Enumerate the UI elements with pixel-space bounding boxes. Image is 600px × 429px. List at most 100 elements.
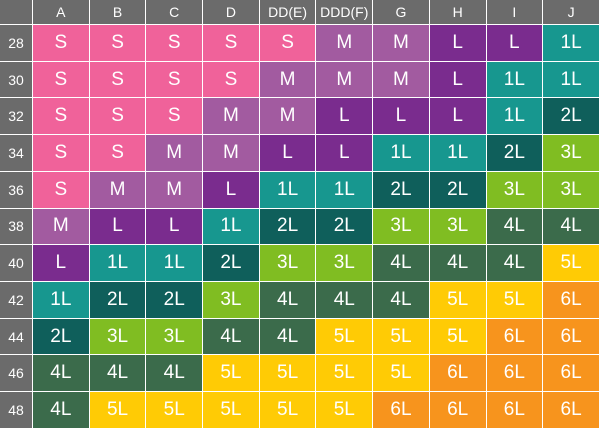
size-cell: S [32, 170, 90, 209]
size-cell: M [315, 60, 374, 99]
table-row: 28 S S S S S M M L L 1L [0, 24, 600, 62]
column-header: A [32, 0, 90, 25]
row-label: 42 [0, 281, 33, 319]
size-cell: M [372, 24, 430, 62]
size-cell: S [202, 24, 260, 62]
size-cell: 5L [542, 244, 600, 283]
size-cell: M [32, 207, 90, 246]
size-cell: 2L [428, 170, 487, 209]
size-cell: 3L [485, 170, 544, 209]
size-cell: S [145, 97, 204, 136]
size-cell: 3L [202, 281, 260, 319]
size-cell: M [145, 134, 204, 172]
size-cell: M [315, 24, 374, 62]
size-cell: 3L [315, 244, 374, 283]
row-label: 34 [0, 134, 33, 172]
size-cell: L [202, 170, 260, 209]
table-row: 36 S M M L 1L 1L 2L 2L 3L 3L [0, 170, 600, 209]
size-cell: L [315, 134, 374, 172]
size-cell: 4L [258, 317, 317, 356]
size-cell: 2L [372, 170, 430, 209]
size-cell: 1L [88, 244, 147, 283]
size-cell: S [32, 134, 90, 172]
size-cell: 6L [485, 391, 544, 429]
size-cell: 2L [315, 207, 374, 246]
size-cell: 5L [372, 317, 430, 356]
size-cell: 3L [372, 207, 430, 246]
size-cell: 6L [542, 317, 600, 356]
size-cell: S [32, 97, 90, 136]
table-row: 34 S S M M L L 1L 1L 2L 3L [0, 134, 600, 172]
table-row: 38 M L L 1L 2L 2L 3L 3L 4L 4L [0, 207, 600, 246]
size-cell: S [88, 97, 147, 136]
column-header: DD(E) [258, 0, 317, 25]
size-cell: 6L [372, 391, 430, 429]
size-cell: L [428, 60, 487, 99]
column-header: J [542, 0, 600, 25]
row-label: 40 [0, 244, 33, 283]
corner-cell [0, 0, 33, 25]
size-cell: S [88, 24, 147, 62]
header-row: A B C D DD(E) DDD(F) G H I J [0, 0, 600, 25]
size-cell: 1L [428, 134, 487, 172]
size-cell: L [258, 134, 317, 172]
size-cell: S [88, 134, 147, 172]
size-cell: L [428, 97, 487, 136]
size-cell: 6L [542, 281, 600, 319]
size-cell: S [258, 24, 317, 62]
size-cell: 5L [315, 354, 374, 393]
size-cell: 5L [372, 354, 430, 393]
size-cell: 5L [88, 391, 147, 429]
size-cell: 5L [485, 281, 544, 319]
size-cell: M [145, 170, 204, 209]
size-cell: L [315, 97, 374, 136]
table-row: 46 4L 4L 4L 5L 5L 5L 5L 6L 6L 6L [0, 354, 600, 393]
size-cell: 1L [542, 24, 600, 62]
size-cell: 2L [258, 207, 317, 246]
size-cell: M [258, 60, 317, 99]
size-cell: 4L [542, 207, 600, 246]
size-cell: 2L [32, 317, 90, 356]
size-cell: 4L [372, 244, 430, 283]
size-cell: 6L [485, 354, 544, 393]
table-row: 48 4L 5L 5L 5L 5L 5L 6L 6L 6L 6L [0, 391, 600, 429]
size-cell: 4L [202, 317, 260, 356]
row-label: 46 [0, 354, 33, 393]
size-cell: L [428, 24, 487, 62]
size-cell: S [32, 24, 90, 62]
size-cell: 2L [542, 97, 600, 136]
row-label: 48 [0, 391, 33, 429]
size-cell: 1L [542, 60, 600, 99]
size-cell: M [202, 97, 260, 136]
size-cell: 1L [202, 207, 260, 246]
row-label: 44 [0, 317, 33, 356]
column-header: B [88, 0, 147, 25]
size-cell: L [145, 207, 204, 246]
column-header: G [372, 0, 430, 25]
size-cell: 6L [485, 317, 544, 356]
size-cell: 4L [145, 354, 204, 393]
size-cell: 1L [145, 244, 204, 283]
size-cell: 3L [258, 244, 317, 283]
size-cell: 4L [372, 281, 430, 319]
size-cell: 3L [88, 317, 147, 356]
size-cell: 6L [428, 354, 487, 393]
table-row: 40 L 1L 1L 2L 3L 3L 4L 4L 4L 5L [0, 244, 600, 283]
table-row: 42 1L 2L 2L 3L 4L 4L 4L 5L 5L 6L [0, 281, 600, 319]
size-cell: L [372, 97, 430, 136]
size-cell: 1L [258, 170, 317, 209]
size-cell: L [32, 244, 90, 283]
size-cell: 5L [428, 281, 487, 319]
size-cell: 2L [145, 281, 204, 319]
size-cell: 6L [542, 391, 600, 429]
column-header: C [145, 0, 204, 25]
size-cell: S [145, 60, 204, 99]
size-cell: S [88, 60, 147, 99]
column-header: D [202, 0, 260, 25]
size-cell: 5L [258, 391, 317, 429]
size-cell: 6L [542, 354, 600, 393]
size-cell: S [145, 24, 204, 62]
size-cell: 3L [428, 207, 487, 246]
size-cell: 4L [428, 244, 487, 283]
